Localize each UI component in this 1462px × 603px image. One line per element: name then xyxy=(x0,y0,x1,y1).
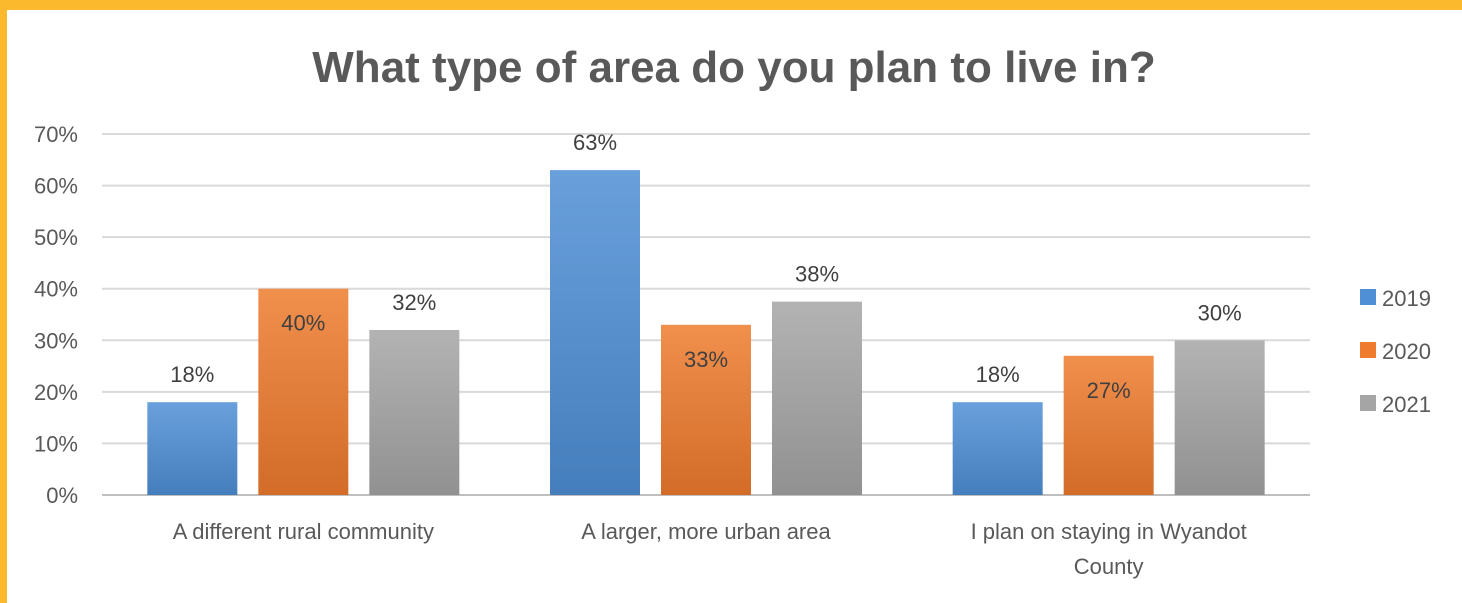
x-axis: A different rural community A larger, mor… xyxy=(173,519,1247,579)
y-tick-label: 20% xyxy=(34,380,78,405)
bars xyxy=(147,170,1265,495)
bar-2020 xyxy=(1063,355,1154,495)
legend: 2019 2020 2021 xyxy=(1360,286,1431,417)
legend-label: 2021 xyxy=(1382,392,1431,417)
bar-2019 xyxy=(952,402,1043,495)
category-label: County xyxy=(1074,554,1144,579)
bar-2020 xyxy=(661,324,751,495)
data-label: 18% xyxy=(976,362,1020,387)
chart-title: What type of area do you plan to live in… xyxy=(312,43,1155,92)
data-label: 27% xyxy=(1087,378,1131,403)
legend-swatch xyxy=(1360,289,1376,305)
y-tick-label: 60% xyxy=(34,174,78,199)
data-label: 18% xyxy=(170,362,214,387)
bar-2019 xyxy=(550,170,640,495)
legend-label: 2020 xyxy=(1382,339,1431,364)
bar-2021 xyxy=(772,301,862,495)
y-tick-label: 40% xyxy=(34,277,78,302)
category-label: I plan on staying in Wyandot xyxy=(971,519,1247,544)
data-label: 33% xyxy=(684,347,728,372)
legend-label: 2019 xyxy=(1382,286,1431,311)
data-label: 32% xyxy=(392,290,436,315)
bar-2021 xyxy=(1174,340,1265,495)
legend-swatch xyxy=(1360,342,1376,358)
data-label: 63% xyxy=(573,130,617,155)
legend-swatch xyxy=(1360,395,1376,411)
y-axis: 0% 10% 20% 30% 40% 50% 60% 70% xyxy=(34,122,78,508)
y-tick-label: 50% xyxy=(34,225,78,250)
y-tick-label: 0% xyxy=(46,483,78,508)
y-tick-label: 70% xyxy=(34,122,78,147)
bar-2020 xyxy=(258,288,349,495)
data-label: 40% xyxy=(281,311,325,336)
data-label: 38% xyxy=(795,262,839,287)
y-tick-label: 30% xyxy=(34,328,78,353)
y-tick-label: 10% xyxy=(34,431,78,456)
bar-2021 xyxy=(369,329,460,495)
category-label: A larger, more urban area xyxy=(581,519,831,544)
category-label: A different rural community xyxy=(173,519,434,544)
data-label: 30% xyxy=(1198,300,1242,325)
bar-2019 xyxy=(147,402,238,495)
data-labels: 18% 40% 32% 63% 33% 38% 18% 27% 30% xyxy=(170,130,1241,403)
